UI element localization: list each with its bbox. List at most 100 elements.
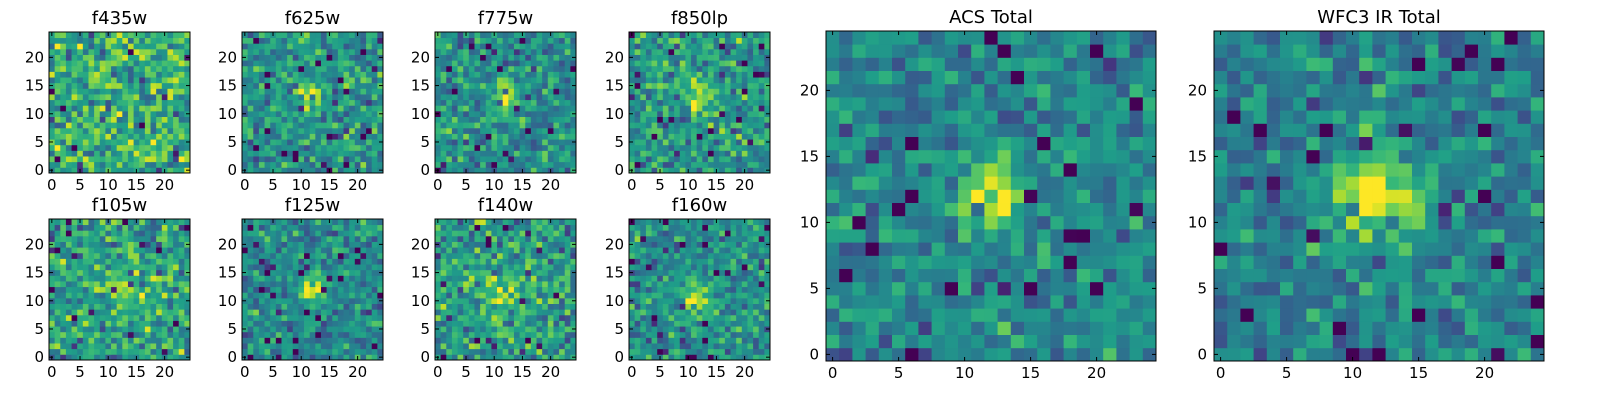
heatmap-cell bbox=[150, 99, 157, 106]
heatmap-cell bbox=[287, 320, 294, 327]
heatmap-cell bbox=[349, 133, 356, 140]
heatmap-cell bbox=[508, 88, 515, 95]
heatmap-cell bbox=[634, 110, 641, 117]
heatmap-cell bbox=[747, 60, 754, 67]
heatmap-cell bbox=[645, 281, 652, 288]
heatmap-cell bbox=[679, 156, 686, 163]
heatmap-cell bbox=[542, 326, 549, 333]
heatmap-cell bbox=[730, 54, 737, 61]
heatmap-cell bbox=[315, 122, 322, 129]
heatmap-cell bbox=[99, 167, 106, 174]
heatmap-cell bbox=[519, 37, 526, 44]
heatmap-cell bbox=[668, 156, 675, 163]
heatmap-cell bbox=[309, 144, 316, 151]
heatmap-cell bbox=[253, 286, 260, 293]
heatmap-cell bbox=[435, 252, 442, 259]
heatmap-cell bbox=[559, 343, 566, 350]
heatmap-cell bbox=[536, 230, 543, 237]
heatmap-cell bbox=[270, 161, 277, 168]
heatmap-cell bbox=[519, 292, 526, 299]
heatmap-cell bbox=[292, 60, 299, 67]
heatmap-cell bbox=[536, 354, 543, 361]
heatmap-cell bbox=[651, 331, 658, 338]
heatmap-cell bbox=[150, 297, 157, 304]
heatmap-cell bbox=[156, 122, 163, 129]
heatmap-cell bbox=[275, 314, 282, 321]
heatmap-cell bbox=[144, 230, 151, 237]
heatmap-cell bbox=[564, 331, 571, 338]
heatmap-cell bbox=[497, 48, 504, 55]
heatmap-cell bbox=[474, 281, 481, 288]
heatmap-cell bbox=[702, 133, 709, 140]
heatmap-cell bbox=[309, 94, 316, 101]
heatmap-cell bbox=[474, 127, 481, 134]
heatmap-cell bbox=[542, 144, 549, 151]
heatmap-cell bbox=[247, 241, 254, 248]
y-tick-label: 10 bbox=[218, 292, 237, 310]
heatmap-cell bbox=[679, 32, 686, 39]
heatmap-cell bbox=[156, 247, 163, 254]
heatmap-cell bbox=[457, 94, 464, 101]
heatmap-cell bbox=[88, 258, 95, 265]
heatmap-cell bbox=[457, 71, 464, 78]
heatmap-cell bbox=[304, 281, 311, 288]
heatmap-cell bbox=[94, 139, 101, 146]
heatmap-cell bbox=[94, 230, 101, 237]
heatmap-cell bbox=[122, 94, 129, 101]
heatmap-cell bbox=[139, 110, 146, 117]
heatmap-cell bbox=[474, 71, 481, 78]
heatmap-cell bbox=[99, 331, 106, 338]
heatmap-cell bbox=[326, 116, 333, 123]
heatmap-cell bbox=[564, 32, 571, 39]
heatmap-cell bbox=[502, 133, 509, 140]
heatmap-cell bbox=[337, 122, 344, 129]
heatmap-cell bbox=[451, 320, 458, 327]
heatmap-cell bbox=[645, 292, 652, 299]
heatmap-cell bbox=[474, 331, 481, 338]
heatmap-cell bbox=[77, 110, 84, 117]
heatmap-cell bbox=[247, 110, 254, 117]
heatmap-cell bbox=[758, 156, 765, 163]
heatmap-cell bbox=[337, 161, 344, 168]
heatmap-cell bbox=[629, 105, 636, 112]
heatmap-cell bbox=[371, 122, 378, 129]
heatmap-cell bbox=[497, 281, 504, 288]
heatmap-cell bbox=[691, 105, 698, 112]
heatmap-cell bbox=[315, 65, 322, 72]
heatmap-cell bbox=[719, 286, 726, 293]
heatmap-cell bbox=[173, 320, 180, 327]
heatmap-cell bbox=[184, 275, 191, 282]
heatmap-cell bbox=[298, 94, 305, 101]
heatmap-cell bbox=[651, 94, 658, 101]
heatmap-cell bbox=[139, 32, 146, 39]
heatmap-cell bbox=[702, 139, 709, 146]
heatmap-cell bbox=[764, 309, 771, 316]
heatmap-cell bbox=[753, 286, 760, 293]
heatmap-cell bbox=[309, 150, 316, 157]
heatmap-cell bbox=[747, 292, 754, 299]
heatmap-cell bbox=[753, 122, 760, 129]
heatmap-cell bbox=[144, 88, 151, 95]
panel-title: f125w bbox=[285, 195, 340, 216]
heatmap-cell bbox=[564, 309, 571, 316]
heatmap-cell bbox=[645, 133, 652, 140]
heatmap-cell bbox=[480, 156, 487, 163]
heatmap-cell bbox=[156, 309, 163, 316]
heatmap-cell bbox=[156, 116, 163, 123]
heatmap-cell bbox=[360, 331, 367, 338]
heatmap-cell bbox=[657, 122, 664, 129]
heatmap-cell bbox=[82, 88, 89, 95]
heatmap-cell bbox=[184, 150, 191, 157]
heatmap-cell bbox=[519, 224, 526, 231]
heatmap-cell bbox=[161, 99, 168, 106]
heatmap-cell bbox=[657, 139, 664, 146]
heatmap-cell bbox=[105, 156, 112, 163]
heatmap-cell bbox=[320, 230, 327, 237]
heatmap-cell bbox=[446, 144, 453, 151]
heatmap-cell bbox=[150, 156, 157, 163]
heatmap-cell bbox=[315, 247, 322, 254]
heatmap-cell bbox=[320, 224, 327, 231]
heatmap-cell bbox=[105, 348, 112, 355]
heatmap-cell bbox=[525, 230, 532, 237]
heatmap-cell bbox=[281, 122, 288, 129]
